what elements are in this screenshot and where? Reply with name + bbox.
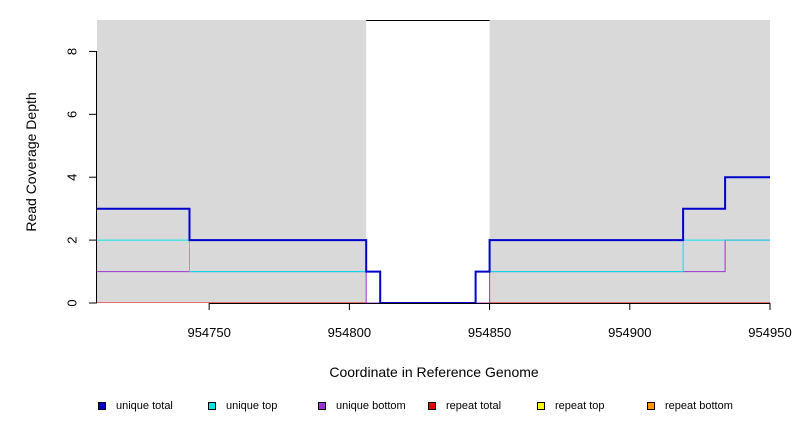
- x-tick-label: 954900: [608, 325, 651, 340]
- x-tick-label: 954800: [328, 325, 371, 340]
- legend-item-unique-top: unique top: [208, 400, 277, 412]
- x-tick-label: 954950: [748, 325, 791, 340]
- x-tick-label: 954750: [187, 325, 230, 340]
- legend-item-repeat-bottom: repeat bottom: [647, 400, 733, 412]
- series-line-unique-total: [97, 176, 770, 303]
- y-tick-label: 0: [64, 299, 79, 306]
- x-tick-label: 954850: [468, 325, 511, 340]
- axis-layer: 954750 954800 954850 954900 954950 0 2 4 6 8: [64, 48, 791, 340]
- legend-swatch: [318, 402, 326, 410]
- legend: unique total unique top unique bottom repea…: [0, 400, 792, 418]
- y-tick-label: 2: [64, 236, 79, 243]
- gap-region: [366, 20, 490, 303]
- legend-swatch: [428, 402, 436, 410]
- legend-label: repeat total: [446, 400, 502, 412]
- legend-label: repeat bottom: [665, 400, 733, 412]
- legend-label: unique total: [116, 400, 173, 412]
- y-tick-label: 6: [64, 111, 79, 118]
- legend-label: unique bottom: [336, 400, 406, 412]
- legend-item-repeat-total: repeat total: [428, 400, 501, 412]
- legend-label: repeat top: [555, 400, 605, 412]
- y-tick-label: 4: [64, 174, 79, 181]
- x-axis-title: Coordinate in Reference Genome: [329, 364, 539, 380]
- legend-label: unique top: [226, 400, 278, 412]
- plot-background: [97, 20, 770, 303]
- legend-swatch: [537, 402, 545, 410]
- series-layer: [97, 176, 770, 303]
- series-line-unique-bottom: [97, 239, 770, 303]
- legend-item-repeat-top: repeat top: [537, 400, 605, 412]
- legend-swatch: [647, 402, 655, 410]
- y-axis-title: Read Coverage Depth: [23, 92, 39, 231]
- legend-swatch: [208, 402, 216, 410]
- legend-item-unique-total: unique total: [98, 400, 173, 412]
- legend-item-unique-bottom: unique bottom: [318, 400, 406, 412]
- legend-swatch: [98, 402, 106, 410]
- y-tick-label: 8: [64, 48, 79, 55]
